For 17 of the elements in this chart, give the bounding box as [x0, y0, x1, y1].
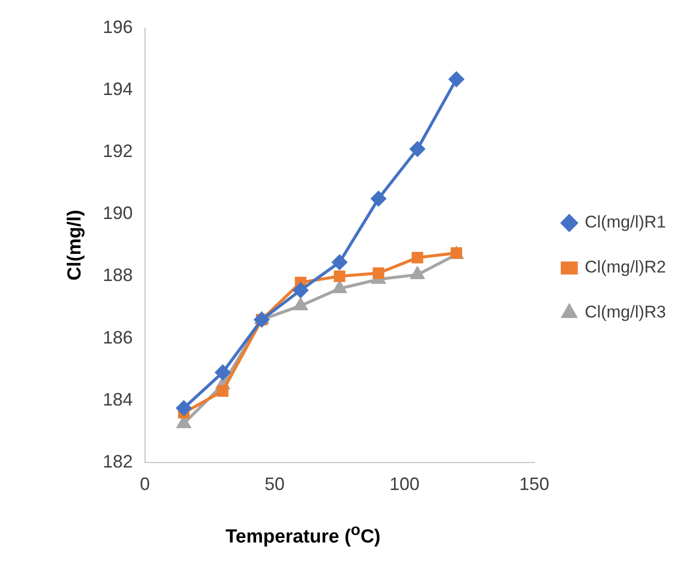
x-tick-label: 0	[140, 474, 150, 494]
y-tick-label: 186	[102, 327, 133, 348]
y-tick-label: 188	[102, 265, 133, 286]
legend-label: Cl(mg/l)R2	[584, 258, 666, 277]
y-tick-label: 182	[102, 451, 133, 472]
y-axis-title: Cl(mg/l)	[64, 210, 86, 281]
y-tick-label: 196	[102, 16, 133, 37]
x-axis-title: Temperature ($^{o}$C)	[224, 522, 382, 548]
legend-label: Cl(mg/l)R1	[584, 212, 666, 232]
x-tick-label: 150	[519, 474, 550, 494]
y-tick-label: 192	[102, 141, 133, 162]
x-tick-label: 50	[264, 474, 285, 494]
x-tick-label: 100	[389, 474, 420, 494]
legend-label: Cl(mg/l)R3	[584, 302, 666, 322]
y-tick-label: 194	[102, 79, 133, 100]
y-tick-label: 184	[102, 389, 133, 410]
y-tick-label: 190	[102, 203, 133, 224]
